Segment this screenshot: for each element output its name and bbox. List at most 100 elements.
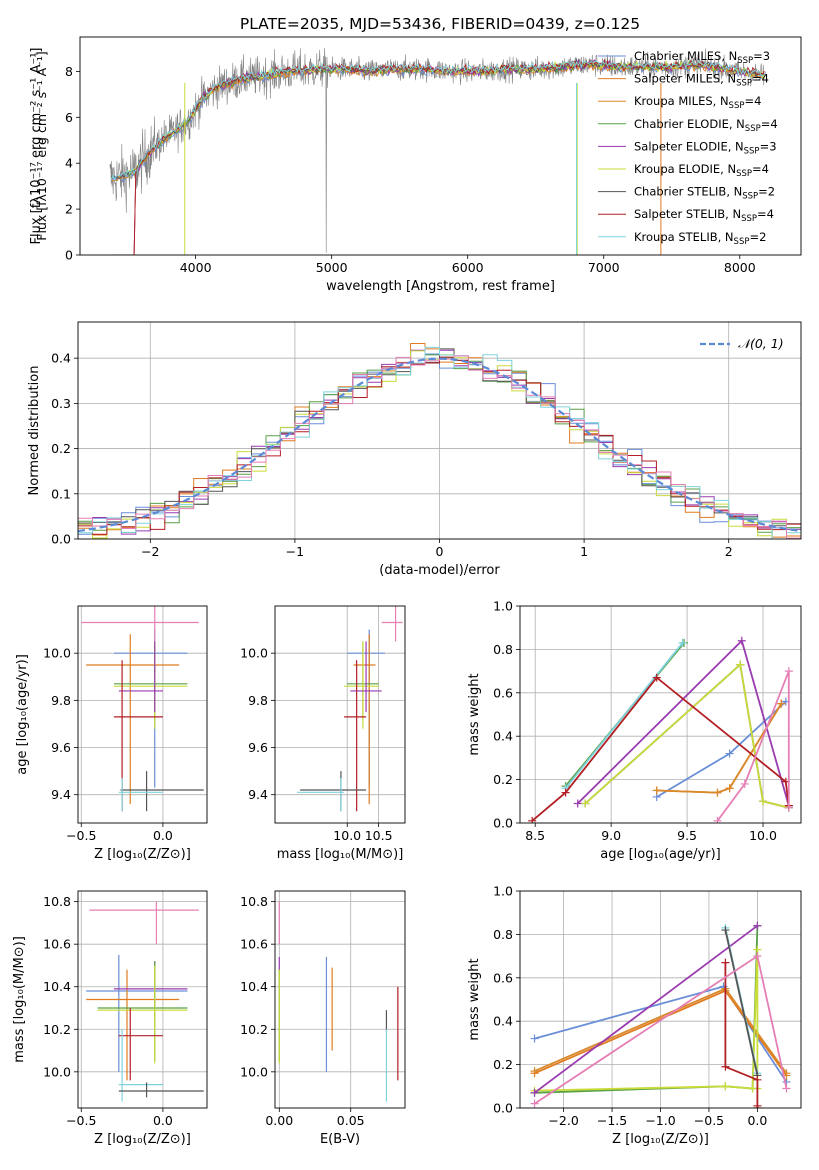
- x-axis-label: Z [log₁₀(Z/Z⊙)]: [94, 1132, 191, 1147]
- legend-subscript: SSP: [737, 56, 753, 66]
- x-tick-label: −0.5: [66, 828, 96, 843]
- legend-subscript: SSP: [729, 101, 745, 111]
- legend-text: Chabrier ELODIE, N: [634, 117, 745, 131]
- legend-suffix: =4: [761, 117, 778, 131]
- x-tick-label: 9.0: [601, 828, 621, 843]
- legend-suffix: =3: [760, 139, 777, 153]
- x-tick-label: −1: [286, 544, 304, 559]
- weight-line-7: [584, 662, 790, 809]
- y-tick-label: 9.8: [248, 693, 268, 708]
- plot-area: [78, 606, 207, 823]
- y-tick-label: 0.8: [493, 927, 513, 942]
- x-tick-label: −0.5: [66, 1113, 96, 1128]
- axes-3: 10.0 10.5 9.4 9.6 9.8 10.0 mass [log₁₀(M/M⊙)]: [240, 605, 406, 862]
- weight-marker-7-2: [759, 797, 768, 806]
- x-tick-label: 2: [725, 544, 733, 559]
- x-tick-label: 10.0: [333, 828, 361, 843]
- weight-marker-9-0: [713, 816, 722, 823]
- weight-marker-8-1: [561, 788, 570, 797]
- axes-frame: [274, 890, 406, 1109]
- x-tick-label: −2: [141, 544, 159, 559]
- legend-text: Kroupa MILES, N: [634, 94, 729, 108]
- x-tick-label: 0.0: [153, 1113, 173, 1128]
- y-tick-label: 10.0: [240, 646, 268, 661]
- x-tick-label: 0.0: [747, 1113, 767, 1128]
- y-tick-label: 0.2: [493, 1057, 513, 1072]
- legend-suffix: =2: [758, 185, 775, 199]
- axes-6: 0.00 0.05 10.0 10.2 10.4 10.6 10.8 E(B-V): [240, 890, 406, 1147]
- legend-label: Salpeter ELODIE, NSSP=3: [634, 139, 777, 156]
- legend-subscript: SSP: [745, 124, 761, 134]
- plot-area: [275, 606, 405, 823]
- y-tick-label: 2: [65, 202, 73, 217]
- y-tick-label: 10.2: [43, 1022, 71, 1037]
- axes-frame: [79, 36, 802, 256]
- y-tick-label: 10.6: [43, 937, 71, 952]
- x-tick-label: 8000: [724, 260, 756, 275]
- x-tick-label: −1.5: [597, 1113, 627, 1128]
- weight-marker-2-1: [713, 788, 722, 797]
- plot-area: [109, 48, 766, 255]
- axes-7: −2.0 −1.5 −1.0 −0.5 0.0 0.0 0.2 0.4 0.6 0.8 1.0 Z […: [467, 884, 802, 1147]
- weight-marker-2-2: [725, 784, 734, 793]
- legend-text: Salpeter STELIB, N: [634, 207, 741, 221]
- legend-label: Chabrier ELODIE, NSSP=4: [634, 117, 778, 134]
- legend-suffix: =4: [757, 207, 774, 221]
- y-tick-label: 6: [65, 110, 73, 125]
- weight-marker-0-0: [530, 1034, 539, 1043]
- legend-text: Salpeter ELODIE, N: [634, 139, 744, 153]
- weight-marker-8-1: [721, 1062, 730, 1071]
- x-tick-label: 10.5: [365, 828, 393, 843]
- x-tick-label: 9.5: [677, 828, 697, 843]
- axes-2: −0.5 0.0 9.4 9.6 9.8 10.0 Z [log₁₀(Z/Z⊙)] age […: [15, 605, 208, 862]
- weight-marker-5-1: [753, 921, 762, 930]
- x-axis-label: wavelength [Angstrom, rest frame]: [326, 279, 555, 294]
- x-tick-label: 0.0: [153, 828, 173, 843]
- y-tick-label: 1.0: [493, 599, 513, 614]
- y-tick-label: 0.2: [493, 772, 513, 787]
- x-tick-label: 1: [580, 544, 588, 559]
- weight-marker-2-0: [652, 786, 661, 795]
- weight-marker-7-0: [581, 799, 590, 808]
- legend-suffix: =3: [753, 49, 770, 63]
- weight-marker-8-2: [652, 673, 661, 682]
- y-tick-label: 1.0: [493, 884, 513, 899]
- y-tick-label: 0.4: [493, 729, 513, 744]
- weight-marker-9-2: [784, 667, 793, 676]
- y-axis-label: mass [log₁₀(M/M⊙)]: [12, 936, 27, 1063]
- axes-frame: [274, 605, 406, 824]
- legend-label: Salpeter STELIB, NSSP=4: [634, 207, 774, 224]
- weight-marker-9-3: [784, 803, 793, 812]
- model-spectrum-8: [110, 60, 765, 182]
- weight-line-5: [533, 924, 758, 1094]
- figure-title: PLATE=2035, MJD=53436, FIBERID=0439, z=0…: [240, 15, 640, 33]
- y-tick-label: 4: [65, 156, 73, 171]
- weight-marker-4-1: [678, 638, 687, 647]
- x-tick-label: 0: [436, 544, 444, 559]
- weight-line-9: [716, 670, 790, 822]
- x-tick-label: −2.0: [548, 1113, 578, 1128]
- x-axis-label: E(B-V): [320, 1132, 360, 1147]
- weight-marker-2-3: [777, 699, 786, 708]
- y-tick-label: 10.0: [43, 646, 71, 661]
- y-axis-label: mass weight: [467, 673, 482, 755]
- legend-text: Chabrier STELIB, N: [634, 185, 742, 199]
- y-tick-label: 9.4: [51, 787, 71, 802]
- x-tick-label: −0.5: [694, 1113, 724, 1128]
- normal-curve: [78, 357, 801, 533]
- weight-line-2: [656, 703, 783, 794]
- y-tick-label: 10.0: [240, 1064, 268, 1079]
- y-tick-label: 9.8: [51, 693, 71, 708]
- weight-marker-0-1: [725, 749, 734, 758]
- y-tick-label: 10.8: [240, 894, 268, 909]
- weight-marker-9-1: [753, 952, 762, 961]
- y-tick-label: 9.6: [248, 740, 268, 755]
- legend-label: Salpeter MILES, NSSP=4: [634, 72, 769, 89]
- x-tick-label: 4000: [180, 260, 212, 275]
- y-tick-label: 0.4: [51, 351, 71, 366]
- legend-suffix: =4: [752, 72, 769, 86]
- legend-label: Kroupa STELIB, NSSP=2: [634, 230, 766, 247]
- weight-marker-9-2: [782, 1084, 791, 1093]
- legend-suffix: =4: [744, 94, 761, 108]
